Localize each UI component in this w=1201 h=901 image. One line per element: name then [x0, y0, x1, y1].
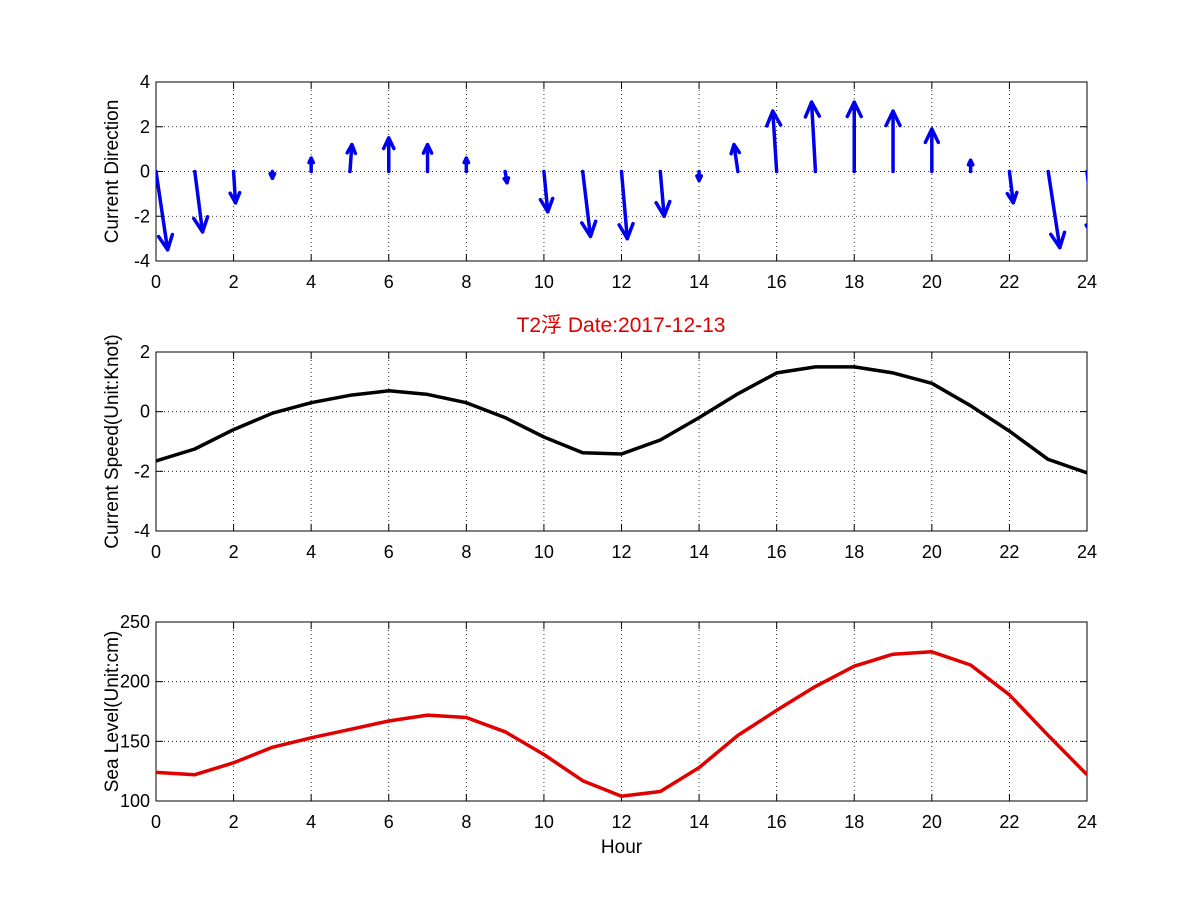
- quiver-arrow: [1084, 169, 1087, 230]
- x-tick-label: 20: [922, 542, 942, 562]
- x-axis-label: Hour: [601, 837, 643, 858]
- x-tick-label: 8: [461, 272, 471, 292]
- x-tick-label: 6: [384, 812, 394, 832]
- quiver-arrow: [1046, 169, 1067, 250]
- x-tick-label: 20: [922, 812, 942, 832]
- quiver-arrow: [156, 169, 175, 252]
- quiver-arrow: [502, 169, 511, 185]
- quiver-arrow: [695, 169, 704, 183]
- series-line: [156, 365, 1087, 475]
- x-tick-label: 14: [689, 542, 709, 562]
- quiver-arrow: [580, 169, 598, 239]
- x-tick-label: 24: [1077, 812, 1097, 832]
- quiver-arrow: [729, 142, 742, 174]
- quiver-arrow: [462, 156, 471, 174]
- x-tick-label: 6: [384, 272, 394, 292]
- y-axis-label: Current Direction: [102, 100, 123, 244]
- x-tick-label: 6: [384, 542, 394, 562]
- quiver-arrow: [381, 136, 396, 174]
- y-tick-label: 250: [120, 612, 150, 632]
- y-tick-label: 0: [140, 402, 150, 422]
- y-tick-label: 150: [120, 731, 150, 751]
- x-tick-label: 2: [229, 272, 239, 292]
- quiver-arrow: [192, 169, 210, 234]
- quiver-arrow: [307, 156, 316, 174]
- y-tick-label: 0: [140, 162, 150, 182]
- y-tick-label: 4: [140, 72, 150, 92]
- y-axis-label: Sea Level(Unit:cm): [102, 631, 123, 793]
- x-tick-label: 12: [611, 812, 631, 832]
- x-tick-label: 10: [534, 272, 554, 292]
- x-tick-label: 4: [306, 812, 316, 832]
- x-tick-label: 16: [767, 542, 787, 562]
- x-tick-label: 12: [611, 272, 631, 292]
- x-tick-label: 24: [1077, 272, 1097, 292]
- quiver-arrow: [228, 169, 242, 205]
- x-tick-label: 8: [461, 812, 471, 832]
- x-tick-label: 8: [461, 542, 471, 562]
- x-tick-label: 18: [844, 812, 864, 832]
- x-tick-label: 2: [229, 542, 239, 562]
- x-tick-label: 24: [1077, 542, 1097, 562]
- x-tick-label: 14: [689, 812, 709, 832]
- y-tick-label: -4: [134, 521, 150, 541]
- quiver-arrow: [845, 100, 863, 174]
- quiver-arrow: [345, 142, 358, 174]
- x-tick-label: 0: [151, 272, 161, 292]
- quiver-arrow: [803, 100, 822, 174]
- quiver-arrow: [884, 109, 902, 174]
- quiver-arrow: [617, 169, 635, 241]
- quiver-arrow: [1005, 169, 1019, 205]
- figure-title: T2浮 Date:2017-12-13: [517, 314, 726, 337]
- x-tick-label: 2: [229, 812, 239, 832]
- quiver-arrow: [966, 158, 975, 174]
- y-tick-label: 100: [120, 791, 150, 811]
- y-tick-label: -4: [134, 251, 150, 271]
- x-tick-label: 16: [767, 272, 787, 292]
- x-tick-label: 22: [999, 542, 1019, 562]
- x-tick-label: 4: [306, 272, 316, 292]
- x-tick-label: 4: [306, 542, 316, 562]
- x-tick-label: 0: [151, 812, 161, 832]
- quiver-arrows: [156, 100, 1087, 252]
- y-axis-label: Current Speed(Unit:Knot): [102, 334, 123, 548]
- quiver-arrow: [538, 169, 555, 214]
- x-tick-label: 10: [534, 812, 554, 832]
- x-tick-label: 16: [767, 812, 787, 832]
- quiver-arrow: [421, 142, 434, 174]
- y-tick-label: -2: [134, 461, 150, 481]
- x-tick-label: 20: [922, 272, 942, 292]
- y-tick-label: 2: [140, 342, 150, 362]
- x-tick-label: 22: [999, 272, 1019, 292]
- x-tick-label: 12: [611, 542, 631, 562]
- quiver-arrow: [923, 127, 941, 174]
- y-tick-label: 2: [140, 117, 150, 137]
- quiver-arrow: [654, 169, 672, 218]
- y-tick-label: -2: [134, 206, 150, 226]
- x-tick-label: 22: [999, 812, 1019, 832]
- x-tick-label: 18: [844, 542, 864, 562]
- y-tick-label: 200: [120, 672, 150, 692]
- x-tick-label: 14: [689, 272, 709, 292]
- quiver-arrow: [765, 109, 783, 174]
- series-line: [156, 650, 1087, 798]
- x-tick-label: 10: [534, 542, 554, 562]
- x-tick-label: 18: [844, 272, 864, 292]
- x-tick-label: 0: [151, 542, 161, 562]
- quiver-arrow: [268, 169, 277, 180]
